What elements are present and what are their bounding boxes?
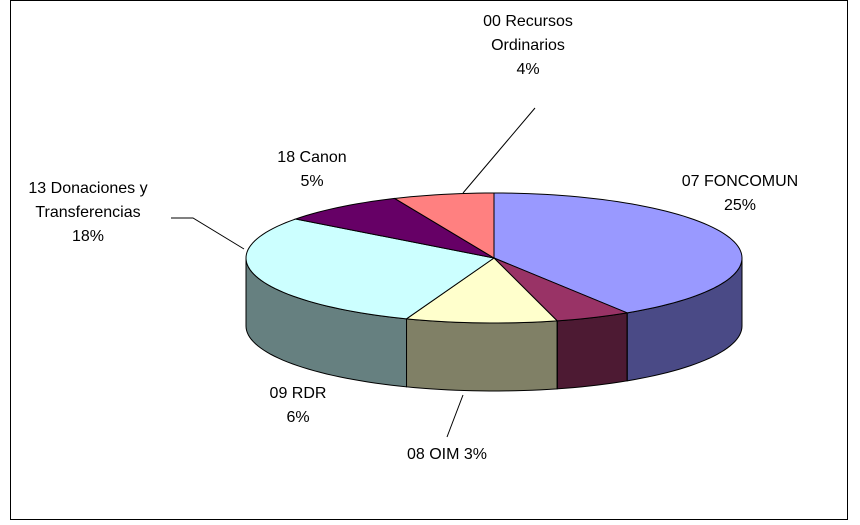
pie-slice-09-rdr-6 xyxy=(405,257,559,324)
slice-label-07-foncomun-25: 07 FONCOMUN 25% xyxy=(682,173,798,214)
pie-slice-00-recursos-ordinarios-4 xyxy=(393,192,495,259)
leader-line-13-donaciones-y-transferencias-18 xyxy=(171,217,245,250)
slice-label-09-rdr-6: 09 RDR 6% xyxy=(270,385,327,426)
pie-slice-18-canon-5 xyxy=(293,197,495,259)
slice-label-00-recursos-ordinarios-4: 00 Recursos Ordinarios 4% xyxy=(483,13,573,78)
pie-tops xyxy=(245,192,743,324)
leader-line-08-oim-3 xyxy=(446,394,464,438)
slice-label-18-canon-5: 18 Canon 5% xyxy=(277,149,346,190)
pie-slice-07-foncomun-25 xyxy=(493,192,743,314)
pie-side-08-oim-3 xyxy=(556,312,628,390)
leader-line-00-recursos-ordinarios-4 xyxy=(462,107,536,194)
slice-label-08-oim-3: 08 OIM 3% xyxy=(407,446,487,463)
pie-side-09-rdr-6 xyxy=(406,318,558,392)
leader-lines xyxy=(171,107,536,438)
pie-slice-13-donaciones-y-transferencias-18 xyxy=(245,218,496,320)
pie-slice-08-oim-3 xyxy=(493,257,629,322)
slice-label-13-donaciones-y-transferencias-18: 13 Donaciones y Transferencias 18% xyxy=(28,180,147,245)
slice-labels: 07 FONCOMUN 25% 08 OIM 3% 09 RDR 6% 13 Donaci… xyxy=(28,13,798,463)
